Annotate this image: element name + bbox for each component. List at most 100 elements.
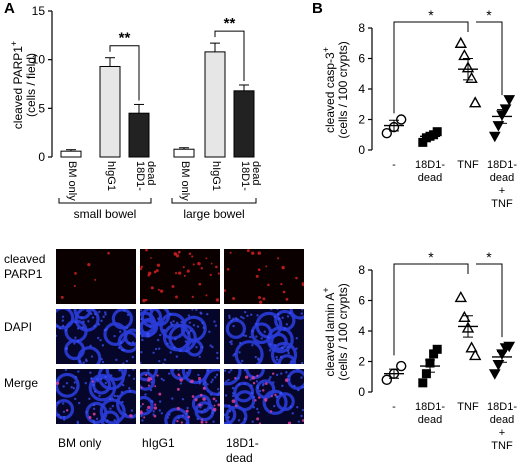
nucleus [280,372,283,375]
nucleus [199,406,202,409]
nucleus [251,330,254,333]
nucleus [216,356,219,360]
y-tick-label: 8 [358,263,365,277]
parp1-signal [190,379,194,384]
category-label: BM only [66,161,78,201]
nucleus [77,370,80,373]
micrograph-background [56,249,136,304]
parp1-signal [244,375,249,379]
nucleus [146,332,149,335]
nucleus [280,346,284,350]
nucleus [189,329,192,333]
nucleus [64,369,68,372]
nucleus [72,387,76,390]
parp1-signal [251,376,255,380]
nucleus [132,377,136,380]
nucleus [232,317,235,321]
nucleus [149,309,152,311]
nucleus [61,402,65,405]
nuclei-ring [270,341,298,364]
nucleus [201,345,204,349]
nucleus [152,351,155,354]
nucleus [301,386,304,389]
nucleus [169,351,172,354]
category-label: - [392,159,396,171]
nucleus [277,317,281,320]
nucleus [270,309,273,311]
nucleus [255,380,259,383]
parp1-signal [156,263,161,267]
y-axis-label: cleaved casp-3+ (cells / 100 crypts) [321,41,350,138]
nucleus [93,390,97,393]
nucleus [228,410,232,413]
data-point [503,341,516,353]
parp1-signal [198,376,202,381]
category-label: hIgG1 [210,161,222,191]
nucleus [249,335,252,339]
nucleus [97,323,101,326]
data-point [395,114,407,125]
micro-col-label-18d1-dead: 18D1- dead [226,436,259,465]
parp1-signal [201,418,204,421]
data-point [488,369,501,380]
micrograph-panel [56,249,136,304]
nucleus [81,326,84,329]
group-bracket [58,198,152,204]
nucleus [269,343,272,346]
nucleus [73,342,76,345]
parp1-signal [148,377,153,381]
data-point [469,348,482,361]
nucleus [286,349,290,353]
nucleus [188,331,191,334]
nucleus [162,379,165,382]
nucleus [128,341,131,345]
parp1-signal [153,406,158,410]
nucleus [209,393,213,396]
nucleus [238,351,241,354]
parp1-signal [199,393,203,397]
category-label-line1: BM only [179,161,191,201]
nucleus [109,407,112,410]
significance-label: ** [119,30,131,47]
y-tick-label: 2 [358,355,365,369]
parp1-signal [145,373,148,377]
nucleus [232,394,235,398]
nucleus [185,371,189,374]
nuclei-ring [105,369,128,382]
nucleus [65,346,68,350]
nucleus [214,399,218,403]
nucleus [102,315,105,319]
nucleus [171,397,174,400]
nucleus [90,312,93,315]
nucleus [256,314,259,317]
nucleus [300,361,304,364]
nucleus [242,334,246,337]
nucleus [76,339,80,343]
parp1-signal [150,286,154,290]
nucleus [104,375,107,379]
parp1-signal [215,298,220,302]
parp1-signal [197,261,201,266]
parp1-signal [198,403,202,407]
nuclei-ring [97,369,126,391]
nucleus [100,358,103,361]
parp1-signal [158,392,162,396]
nucleus [218,391,220,394]
nucleus [249,378,252,381]
significance-bracket [109,45,140,101]
nucleus [57,401,60,404]
nucleus [263,330,266,333]
parp1-signal [91,380,94,383]
parp1-signal [150,257,152,259]
parp1-signal [213,404,216,407]
nucleus [93,324,96,328]
nucleus [276,313,280,316]
parp1-signal [60,295,64,299]
category-label: 18D1- [415,401,445,413]
parp1-signal [159,289,164,293]
y-tick-label: 4 [358,82,365,96]
nucleus [287,375,290,378]
nuclei-ring [225,318,247,339]
nucleus [73,381,76,384]
nucleus [246,314,249,317]
